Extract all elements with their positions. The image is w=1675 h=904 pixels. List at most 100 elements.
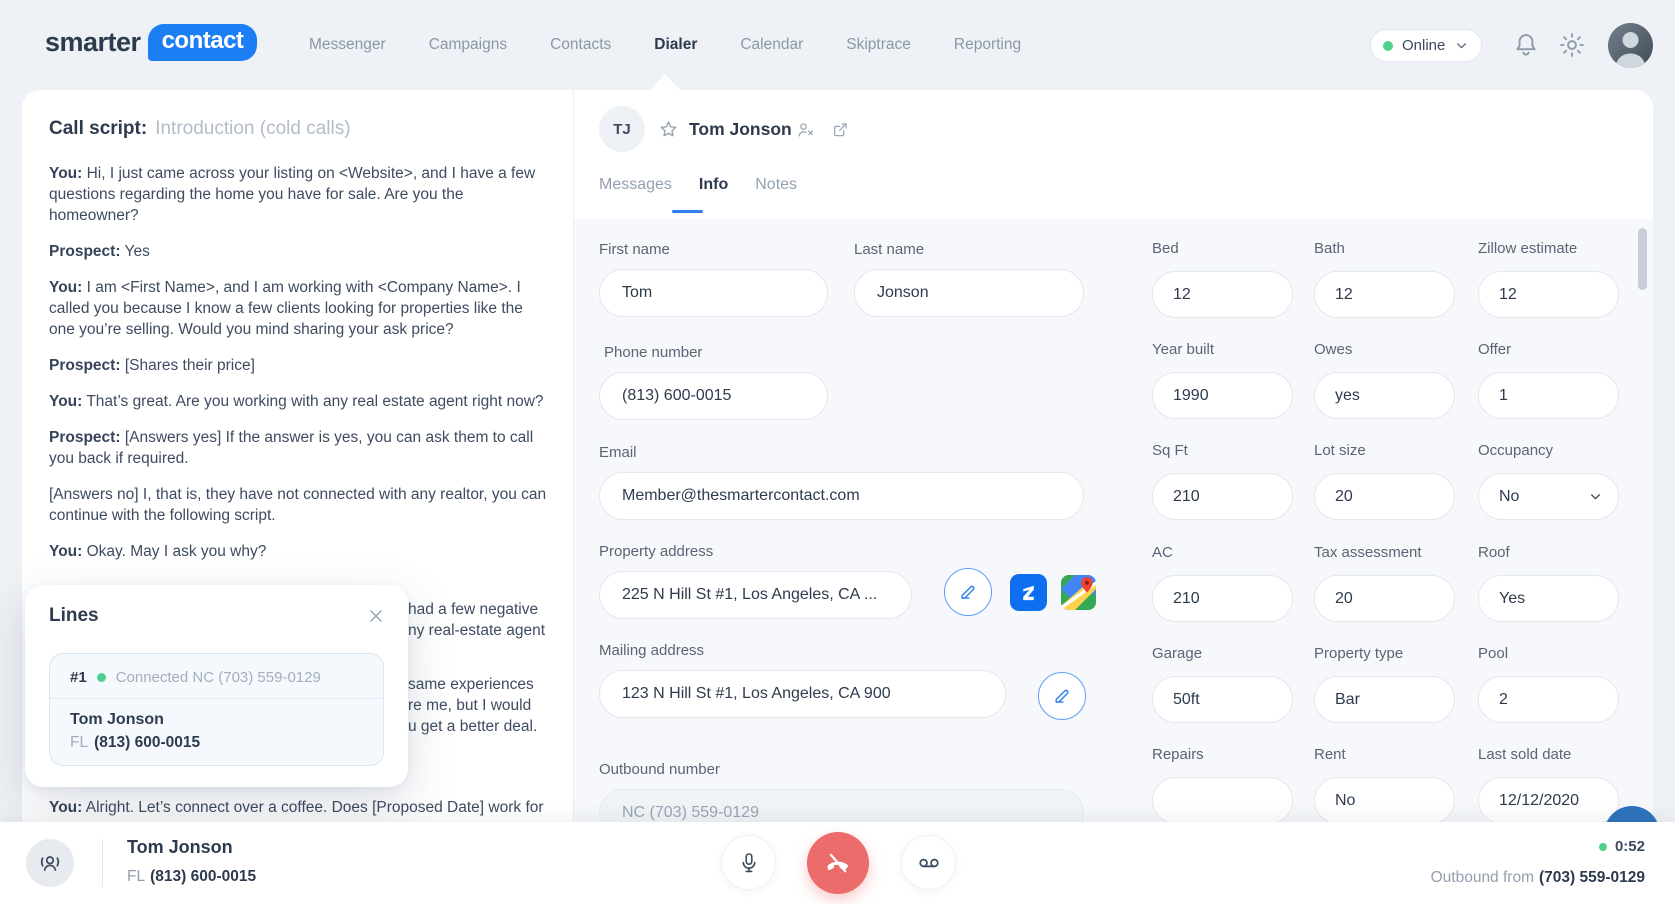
call-script-label: Call script:	[49, 118, 148, 139]
remove-contact-button[interactable]	[796, 120, 816, 140]
contact-panel: TJ Tom Jonson Messages Info Notes	[574, 90, 1653, 822]
field-label: Last name	[854, 241, 925, 258]
scrollbar-thumb[interactable]	[1638, 228, 1647, 290]
panel-divider	[573, 90, 574, 822]
online-status-dot	[1383, 40, 1393, 51]
voicemail-icon	[918, 858, 939, 867]
last-name-input[interactable]	[854, 269, 1084, 317]
app-logo[interactable]: smarter contact	[45, 24, 258, 61]
owes-input[interactable]	[1314, 372, 1455, 419]
repairs-input[interactable]	[1152, 777, 1293, 822]
outbound-from-label: Outbound from	[1430, 869, 1534, 886]
call-script-panel: Call script: Introduction (cold calls) Yo…	[22, 90, 573, 822]
last-sold-date-input[interactable]	[1478, 777, 1619, 822]
zillow-z-glyph	[1023, 585, 1034, 601]
call-timer-value: 0:52	[1614, 838, 1645, 855]
pencil-icon	[961, 585, 975, 599]
lot-size-input[interactable]	[1314, 473, 1455, 520]
edit-mailing-address-button[interactable]	[1038, 672, 1086, 720]
person-remove-icon	[798, 123, 813, 137]
close-icon	[370, 610, 382, 622]
pool-input[interactable]	[1478, 676, 1619, 723]
tab-info[interactable]: Info	[698, 176, 729, 193]
active-tab-underline	[672, 210, 703, 213]
phone-number: (813) 600-0015	[94, 734, 201, 751]
call-participants-button[interactable]	[26, 839, 74, 887]
callbar-contact-name: Tom Jonson	[127, 837, 233, 857]
edit-property-address-button[interactable]	[944, 568, 992, 616]
connected-status-dot	[96, 673, 106, 682]
notifications-button[interactable]	[1512, 31, 1540, 59]
bed-input[interactable]	[1152, 271, 1293, 318]
main-nav: Messenger Campaigns Contacts Dialer Cale…	[309, 0, 1021, 90]
tax-assessment-input[interactable]	[1314, 575, 1455, 622]
outbound-from-info: Outbound from (703) 559-0129	[1431, 869, 1645, 887]
outbound-number-input	[599, 789, 1084, 822]
nav-dialer[interactable]: Dialer	[654, 36, 698, 53]
field-label: Bath	[1314, 240, 1345, 257]
field-label: Owes	[1314, 341, 1353, 358]
contact-tabs: Messages Info Notes	[599, 176, 797, 208]
sqft-input[interactable]	[1152, 473, 1293, 520]
mute-microphone-button[interactable]	[721, 835, 776, 890]
online-status-dropdown[interactable]: Online	[1370, 29, 1482, 62]
nav-campaigns[interactable]: Campaigns	[428, 36, 508, 53]
line-status-row: #1 Connected NC (703) 559-0129	[50, 654, 383, 699]
field-label: Property address	[599, 543, 714, 560]
first-name-input[interactable]	[599, 269, 828, 317]
callbar-contact-phone: FL (813) 600-0015	[127, 868, 256, 886]
google-maps-icon[interactable]	[1061, 575, 1096, 610]
script-paragraph: You: Okay. May I ask you why?	[49, 543, 267, 560]
contact-name: Tom Jonson	[689, 119, 792, 139]
settings-button[interactable]	[1558, 31, 1586, 59]
callbar-divider	[102, 839, 103, 887]
field-label: Email	[599, 444, 637, 461]
voicemail-button[interactable]	[901, 835, 956, 890]
line-card[interactable]: #1 Connected NC (703) 559-0129 Tom Jonso…	[49, 653, 384, 766]
field-label: Rent	[1314, 746, 1346, 763]
email-input[interactable]	[599, 472, 1084, 520]
close-popup-button[interactable]	[366, 606, 386, 626]
rent-input[interactable]	[1314, 777, 1455, 822]
field-label: Pool	[1478, 645, 1509, 662]
hang-up-button[interactable]	[807, 832, 869, 894]
person-silhouette-icon	[1615, 32, 1646, 68]
zillow-estimate-input[interactable]	[1478, 271, 1619, 318]
nav-calendar[interactable]: Calendar	[740, 36, 804, 53]
state-abbr: FL	[127, 868, 146, 885]
open-contact-button[interactable]	[831, 120, 851, 140]
logo-text-primary: smarter	[45, 27, 141, 57]
garage-input[interactable]	[1152, 676, 1293, 723]
nav-contacts[interactable]: Contacts	[550, 36, 612, 53]
mailing-address-input[interactable]	[599, 670, 1006, 718]
nav-skiptrace[interactable]: Skiptrace	[846, 36, 911, 53]
nav-reporting[interactable]: Reporting	[953, 36, 1022, 53]
outbound-from-number: (703) 559-0129	[1539, 869, 1645, 886]
tab-messages[interactable]: Messages	[599, 176, 672, 193]
bath-input[interactable]	[1314, 271, 1455, 318]
favorite-star-button[interactable]	[658, 119, 679, 140]
zillow-icon[interactable]	[1010, 574, 1047, 611]
ac-input[interactable]	[1152, 575, 1293, 622]
field-label: Bed	[1152, 240, 1179, 257]
tab-notes[interactable]: Notes	[755, 176, 798, 193]
user-avatar[interactable]	[1608, 23, 1653, 68]
offer-input[interactable]	[1478, 372, 1619, 419]
script-paragraph: Prospect: Yes	[49, 243, 150, 260]
occupancy-select[interactable]: No	[1478, 473, 1619, 520]
chevron-down-icon	[1457, 43, 1467, 49]
property-type-input[interactable]	[1314, 676, 1455, 723]
call-active-dot	[1598, 842, 1607, 851]
script-paragraph: Prospect: [Shares their price]	[49, 357, 255, 374]
script-paragraph: You: Alright. Let’s connect over a coffe…	[49, 799, 544, 822]
property-address-input[interactable]	[599, 571, 912, 619]
field-label: Year built	[1152, 341, 1214, 358]
nav-messenger[interactable]: Messenger	[309, 36, 386, 53]
field-label: Zillow estimate	[1478, 240, 1578, 257]
roof-input[interactable]	[1478, 575, 1619, 622]
field-label: Garage	[1152, 645, 1203, 662]
phone-number-input[interactable]	[599, 372, 828, 420]
year-built-input[interactable]	[1152, 372, 1293, 419]
field-label: Lot size	[1314, 442, 1366, 459]
occupancy-value: No	[1499, 487, 1520, 505]
